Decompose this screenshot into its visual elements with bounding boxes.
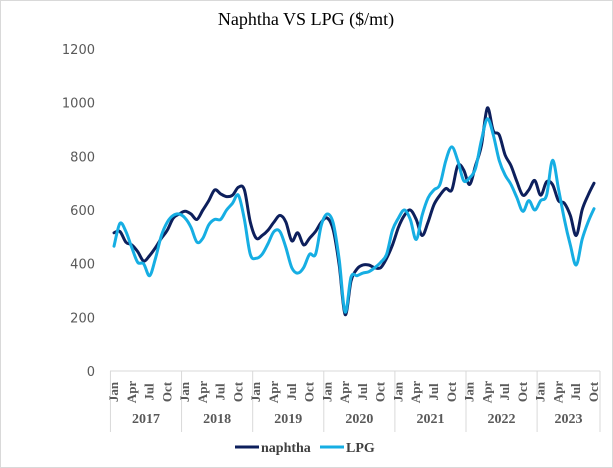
y-tick-label: 0	[87, 365, 95, 380]
x-month-label: Jan	[319, 381, 334, 402]
x-year-label: 2017	[132, 412, 160, 427]
x-month-label: Oct	[159, 381, 174, 402]
series-line-lpg	[112, 117, 596, 314]
x-month-label: Apr	[195, 381, 210, 404]
x-month-label: Apr	[479, 381, 494, 404]
x-month-label: Apr	[266, 381, 281, 404]
x-year-label: 2020	[345, 412, 373, 427]
x-month-label: Jul	[142, 383, 157, 401]
x-year-label: 2021	[416, 412, 444, 427]
x-month-label: Jul	[497, 383, 512, 401]
x-month-label: Oct	[230, 381, 245, 402]
y-axis: 0 200 400 600 800 1000 1200	[62, 43, 95, 380]
x-month-label: Apr	[408, 381, 423, 404]
x-month-label: Jan	[106, 381, 121, 402]
x-year-label: 2022	[488, 412, 516, 427]
x-month-label: Jul	[213, 383, 228, 401]
chart-title: Naphtha VS LPG ($/mt)	[218, 9, 394, 30]
x-month-label: Jan	[390, 381, 405, 402]
series-layer	[112, 106, 596, 317]
x-month-label: Oct	[515, 381, 530, 402]
legend: naphtha LPG	[235, 441, 375, 456]
y-tick-label: 600	[70, 204, 95, 219]
legend-label-lpg: LPG	[346, 441, 375, 456]
x-month-label: Jul	[426, 383, 441, 401]
x-month-label: Jan	[462, 381, 477, 402]
y-tick-label: 400	[70, 258, 95, 273]
x-year-label: 2023	[555, 412, 583, 427]
x-month-label: Apr	[337, 381, 352, 404]
x-month-label: Jan	[177, 381, 192, 402]
legend-label-naphtha: naphtha	[261, 441, 311, 456]
x-month-label: Oct	[444, 381, 459, 402]
y-tick-label: 1000	[62, 97, 95, 112]
x-month-label: Jan	[533, 381, 548, 402]
x-month-label: Jan	[248, 381, 263, 402]
y-tick-label: 800	[70, 150, 95, 165]
x-month-label: Oct	[586, 381, 601, 402]
x-year-label: 2018	[203, 412, 231, 427]
x-month-label: Oct	[373, 381, 388, 402]
x-month-label: Jul	[568, 383, 583, 401]
x-month-label: Jul	[355, 383, 370, 401]
x-year-label: 2019	[274, 412, 302, 427]
x-month-label: Apr	[550, 381, 565, 404]
y-tick-label: 200	[70, 311, 95, 326]
y-tick-label: 1200	[62, 43, 95, 58]
x-month-label: Oct	[302, 381, 317, 402]
x-month-label: Apr	[124, 381, 139, 404]
x-axis: Jan Apr Jul Oct Jan Apr Jul Oct Jan Apr Jul Oct Jan A…	[106, 370, 601, 432]
x-month-label: Jul	[284, 383, 299, 401]
